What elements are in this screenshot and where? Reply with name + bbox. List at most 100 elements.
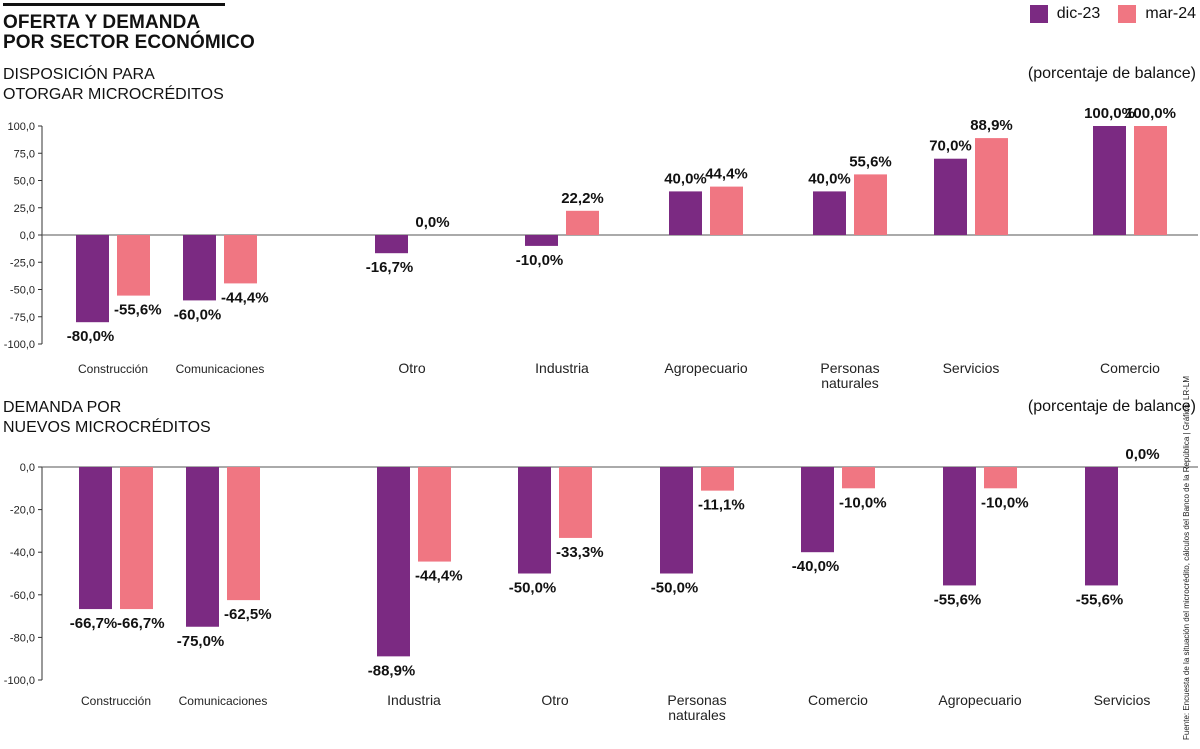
chart2-data-label-dic-23: -50,0% — [651, 580, 699, 597]
chart1-y-tick-label: 0,0 — [20, 230, 35, 242]
chart1-data-label-mar-24: 100,0% — [1125, 105, 1176, 122]
chart2-data-label-dic-23: -75,0% — [177, 633, 225, 650]
chart2-category-label: Construcción — [81, 694, 151, 708]
chart1-category-label: Agropecuario — [664, 360, 747, 376]
chart2-data-label-mar-24: 0,0% — [1125, 446, 1159, 463]
chart2-subtitle-line1: DEMANDA POR — [3, 399, 122, 416]
chart2-data-label-mar-24: -66,7% — [117, 615, 165, 632]
chart2-bar-dic-23 — [186, 467, 219, 627]
chart2-subtitle: DEMANDA POR NUEVOS MICROCRÉDITOS — [3, 398, 283, 438]
chart1-y-tick-label: 25,0 — [14, 203, 35, 215]
chart2-bar-dic-23 — [1085, 467, 1118, 586]
legend: dic-23 mar-24 — [1012, 5, 1196, 23]
chart1-category-label: Servicios — [943, 360, 1000, 376]
chart1-data-label-dic-23: -80,0% — [67, 328, 115, 345]
chart2-category-label: Servicios — [1094, 692, 1151, 708]
chart1-bar-dic-23 — [183, 235, 216, 301]
chart2-data-label-mar-24: -44,4% — [415, 568, 463, 585]
chart2-bar-dic-23 — [377, 467, 410, 657]
chart1-data-label-mar-24: -55,6% — [114, 302, 162, 319]
chart1-data-label-mar-24: -44,4% — [221, 289, 269, 306]
chart1-category-label: Personas — [820, 360, 879, 376]
chart2-data-label-dic-23: -55,6% — [1076, 591, 1124, 608]
chart1-data-label-dic-23: 70,0% — [929, 138, 972, 155]
chart2-bar-dic-23 — [801, 467, 834, 553]
chart2-category-label: Comunicaciones — [179, 694, 268, 708]
chart2-category-label: Comercio — [808, 692, 868, 708]
chart2-data-label-mar-24: -33,3% — [556, 544, 604, 561]
chart2-bar-dic-23 — [79, 467, 112, 610]
source-note: Fuente: Encuesta de la situación del mic… — [1182, 376, 1191, 740]
chart1-bar-mar-24 — [1134, 126, 1167, 235]
chart1-y-tick-label: 50,0 — [14, 176, 35, 188]
chart1-bar-dic-23 — [525, 235, 558, 246]
chart2-bar-mar-24 — [120, 467, 153, 610]
chart2-bar-mar-24 — [418, 467, 451, 562]
chart2-data-label-dic-23: -55,6% — [934, 591, 982, 608]
chart2-category-label: Agropecuario — [938, 692, 1021, 708]
chart2-y-tick-label: -100,0 — [4, 675, 35, 687]
chart1-subtitle-line1: DISPOSICIÓN PARA — [3, 66, 155, 83]
chart2-y-tick-label: -60,0 — [10, 590, 35, 602]
chart1-category-label: Industria — [535, 360, 589, 376]
chart2-bar-dic-23 — [660, 467, 693, 574]
chart1-data-label-dic-23: -60,0% — [174, 306, 222, 323]
chart1-y-tick-label: -75,0 — [10, 312, 35, 324]
legend-swatch-mar24 — [1118, 5, 1137, 23]
legend-label-dic23: dic-23 — [1056, 5, 1101, 22]
chart1-bar-mar-24 — [117, 235, 150, 296]
chart1-category-label: Otro — [398, 360, 425, 376]
chart1-bar-mar-24 — [566, 210, 599, 235]
chart1-category-label: Construcción — [78, 362, 148, 376]
chart1-y-tick-label: -50,0 — [10, 285, 35, 297]
chart1-data-label-dic-23: 100,0% — [1084, 105, 1135, 122]
chart2-data-label-mar-24: -11,1% — [698, 497, 745, 514]
chart2-y-tick-label: -20,0 — [10, 505, 35, 517]
chart2-bar-mar-24 — [842, 467, 875, 489]
chart2-bar-mar-24 — [559, 467, 592, 538]
chart1-data-label-mar-24: 0,0% — [415, 214, 449, 231]
chart2-y-tick-label: -80,0 — [10, 632, 35, 644]
title-rule — [3, 3, 225, 6]
chart1-bar-mar-24 — [710, 186, 743, 235]
chart1-bar-dic-23 — [934, 158, 967, 235]
chart1-subtitle: DISPOSICIÓN PARA OTORGAR MICROCRÉDITOS — [3, 65, 283, 105]
chart2-bar-mar-24 — [227, 467, 260, 601]
chart1-bar-mar-24 — [975, 138, 1008, 235]
page-title-line1: OFERTA Y DEMANDA — [3, 12, 201, 33]
chart1-data-label-mar-24: 22,2% — [561, 190, 604, 207]
chart1-units: (porcentaje de balance) — [1027, 65, 1196, 82]
chart1-data-label-dic-23: 40,0% — [808, 170, 851, 187]
chart1-bar-dic-23 — [375, 235, 408, 254]
chart2-data-label-mar-24: -10,0% — [839, 494, 887, 511]
chart1-data-label-dic-23: -16,7% — [366, 259, 414, 276]
chart1-category-label: Comunicaciones — [176, 362, 265, 376]
chart1-y-tick-label: -100,0 — [4, 339, 35, 351]
source-text: Fuente: Encuesta de la situación del mic… — [1182, 375, 1191, 740]
chart1-category-label: Comercio — [1100, 360, 1160, 376]
chart2-y-tick-label: -40,0 — [10, 547, 35, 559]
chart1-bar-dic-23 — [1093, 126, 1126, 235]
chart2-bar-dic-23 — [943, 467, 976, 586]
chart2-subtitle-line2: NUEVOS MICROCRÉDITOS — [3, 419, 211, 436]
chart1-bar-dic-23 — [813, 191, 846, 235]
chart2-category-label: Personas — [667, 692, 726, 708]
chart1-bar-mar-24 — [854, 174, 887, 235]
chart2-data-label-dic-23: -66,7% — [70, 615, 118, 632]
chart1-bar-dic-23 — [76, 235, 109, 323]
chart1-data-label-mar-24: 55,6% — [849, 153, 892, 170]
legend-item-dic23: dic-23 — [1029, 5, 1101, 23]
chart2-data-label-dic-23: -88,9% — [368, 662, 416, 679]
chart2-y-tick-label: 0,0 — [20, 462, 35, 474]
chart2-data-label-dic-23: -40,0% — [792, 558, 840, 575]
chart2-bar-dic-23 — [518, 467, 551, 574]
chart2-category-label: Otro — [541, 692, 568, 708]
chart1-bar-mar-24 — [224, 235, 257, 284]
chart1-subtitle-line2: OTORGAR MICROCRÉDITOS — [3, 86, 224, 103]
chart1-y-tick-label: 100,0 — [7, 121, 35, 133]
chart2-data-label-mar-24: -10,0% — [981, 494, 1029, 511]
legend-item-mar24: mar-24 — [1118, 5, 1196, 23]
chart1-data-label-dic-23: -10,0% — [516, 252, 564, 269]
page-title-line2: POR SECTOR ECONÓMICO — [3, 32, 255, 53]
